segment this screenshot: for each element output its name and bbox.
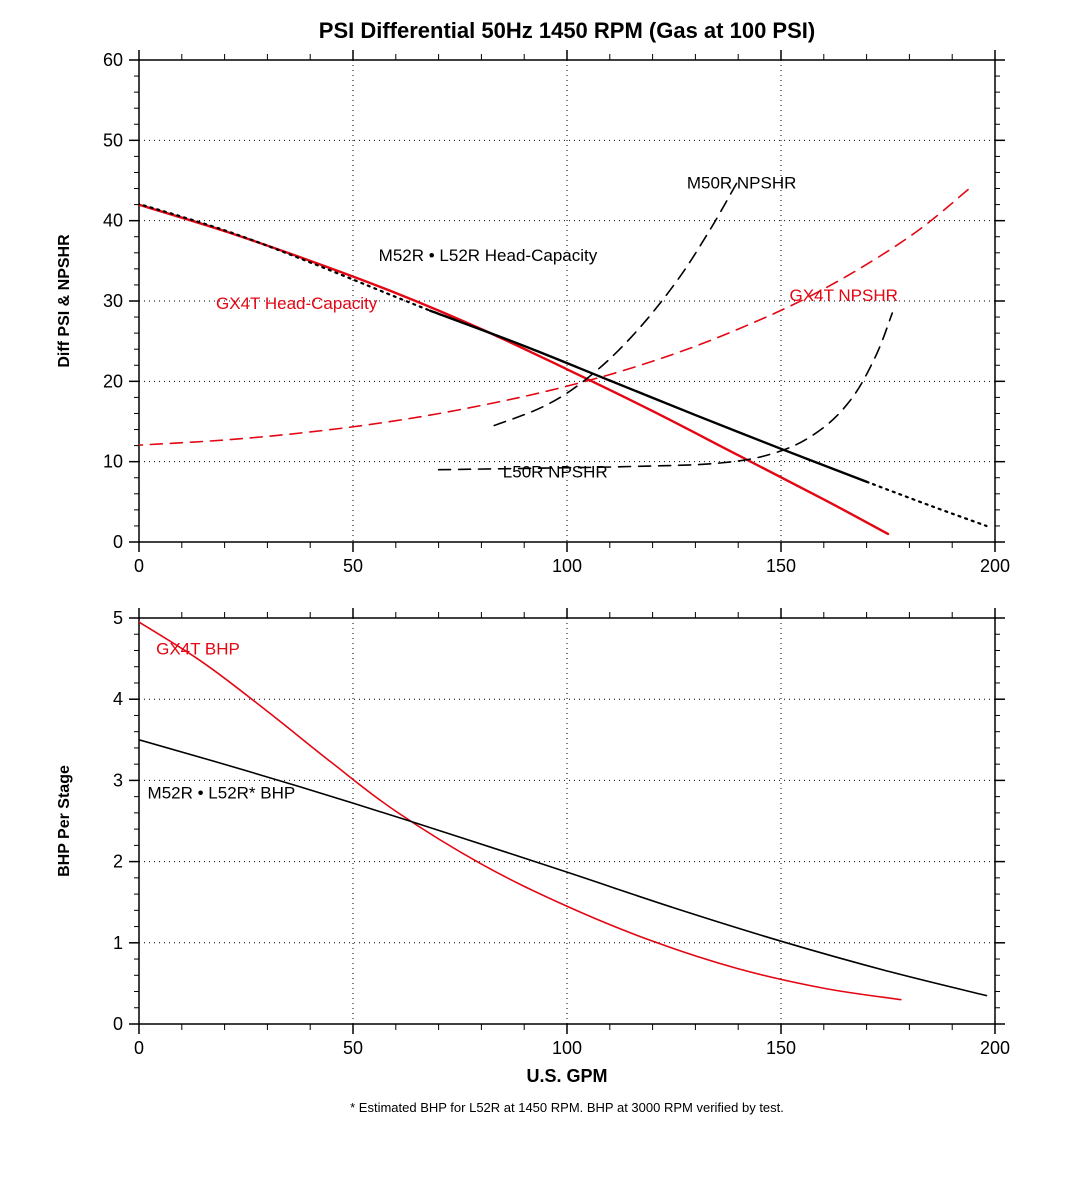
bottom-chart-footnote: * Estimated BHP for L52R at 1450 RPM. BH… [350,1100,784,1115]
x-tick-label: 0 [134,1038,144,1058]
series-m52r_l52r_bhp [139,740,986,996]
top-chart-ylabel: Diff PSI & NPSHR [56,234,73,368]
bottom-chart-xlabel: U.S. GPM [526,1066,607,1086]
x-tick-label: 100 [552,556,582,576]
annotation-m52r_l52r_head_dotted_hi: M52R • L52R Head-Capacity [379,246,598,265]
y-tick-label: 60 [103,50,123,70]
annotation-gx4t_head: GX4T Head-Capacity [216,294,378,313]
annotation-m50r_npshr: M50R NPSHR [687,174,797,193]
y-tick-label: 10 [103,452,123,472]
series-m52r_l52r_head_solid [430,311,867,482]
y-tick-label: 50 [103,130,123,150]
x-tick-label: 50 [343,556,363,576]
annotation-gx4t_bhp: GX4T BHP [156,640,240,659]
x-tick-label: 150 [766,556,796,576]
series-m52r_l52r_head_dotted_hi [867,482,987,526]
series-m50r_npshr [494,181,738,426]
y-tick-label: 4 [113,689,123,709]
x-tick-label: 100 [552,1038,582,1058]
y-tick-label: 40 [103,211,123,231]
y-tick-label: 0 [113,532,123,552]
y-tick-label: 2 [113,852,123,872]
y-tick-label: 30 [103,291,123,311]
series-l50r_npshr [439,313,893,470]
y-tick-label: 5 [113,608,123,628]
annotation-gx4t_npshr: GX4T NPSHR [790,286,898,305]
bottom-chart [129,608,1005,1034]
x-tick-label: 200 [980,1038,1010,1058]
x-tick-label: 150 [766,1038,796,1058]
x-tick-label: 50 [343,1038,363,1058]
y-tick-label: 1 [113,933,123,953]
y-tick-label: 20 [103,371,123,391]
x-tick-label: 0 [134,556,144,576]
y-tick-label: 3 [113,770,123,790]
y-tick-label: 0 [113,1014,123,1034]
x-tick-label: 200 [980,556,1010,576]
top-chart-title: PSI Differential 50Hz 1450 RPM (Gas at 1… [319,18,815,43]
annotation-m52r_l52r_bhp: M52R • L52R* BHP [148,783,296,802]
series-gx4t_npshr [130,189,969,446]
annotation-l50r_npshr: L50R NPSHR [503,463,608,482]
bottom-chart-ylabel: BHP Per Stage [56,765,73,877]
pump-performance-chart: 0501001502000102030405060PSI Differentia… [0,0,1066,1182]
